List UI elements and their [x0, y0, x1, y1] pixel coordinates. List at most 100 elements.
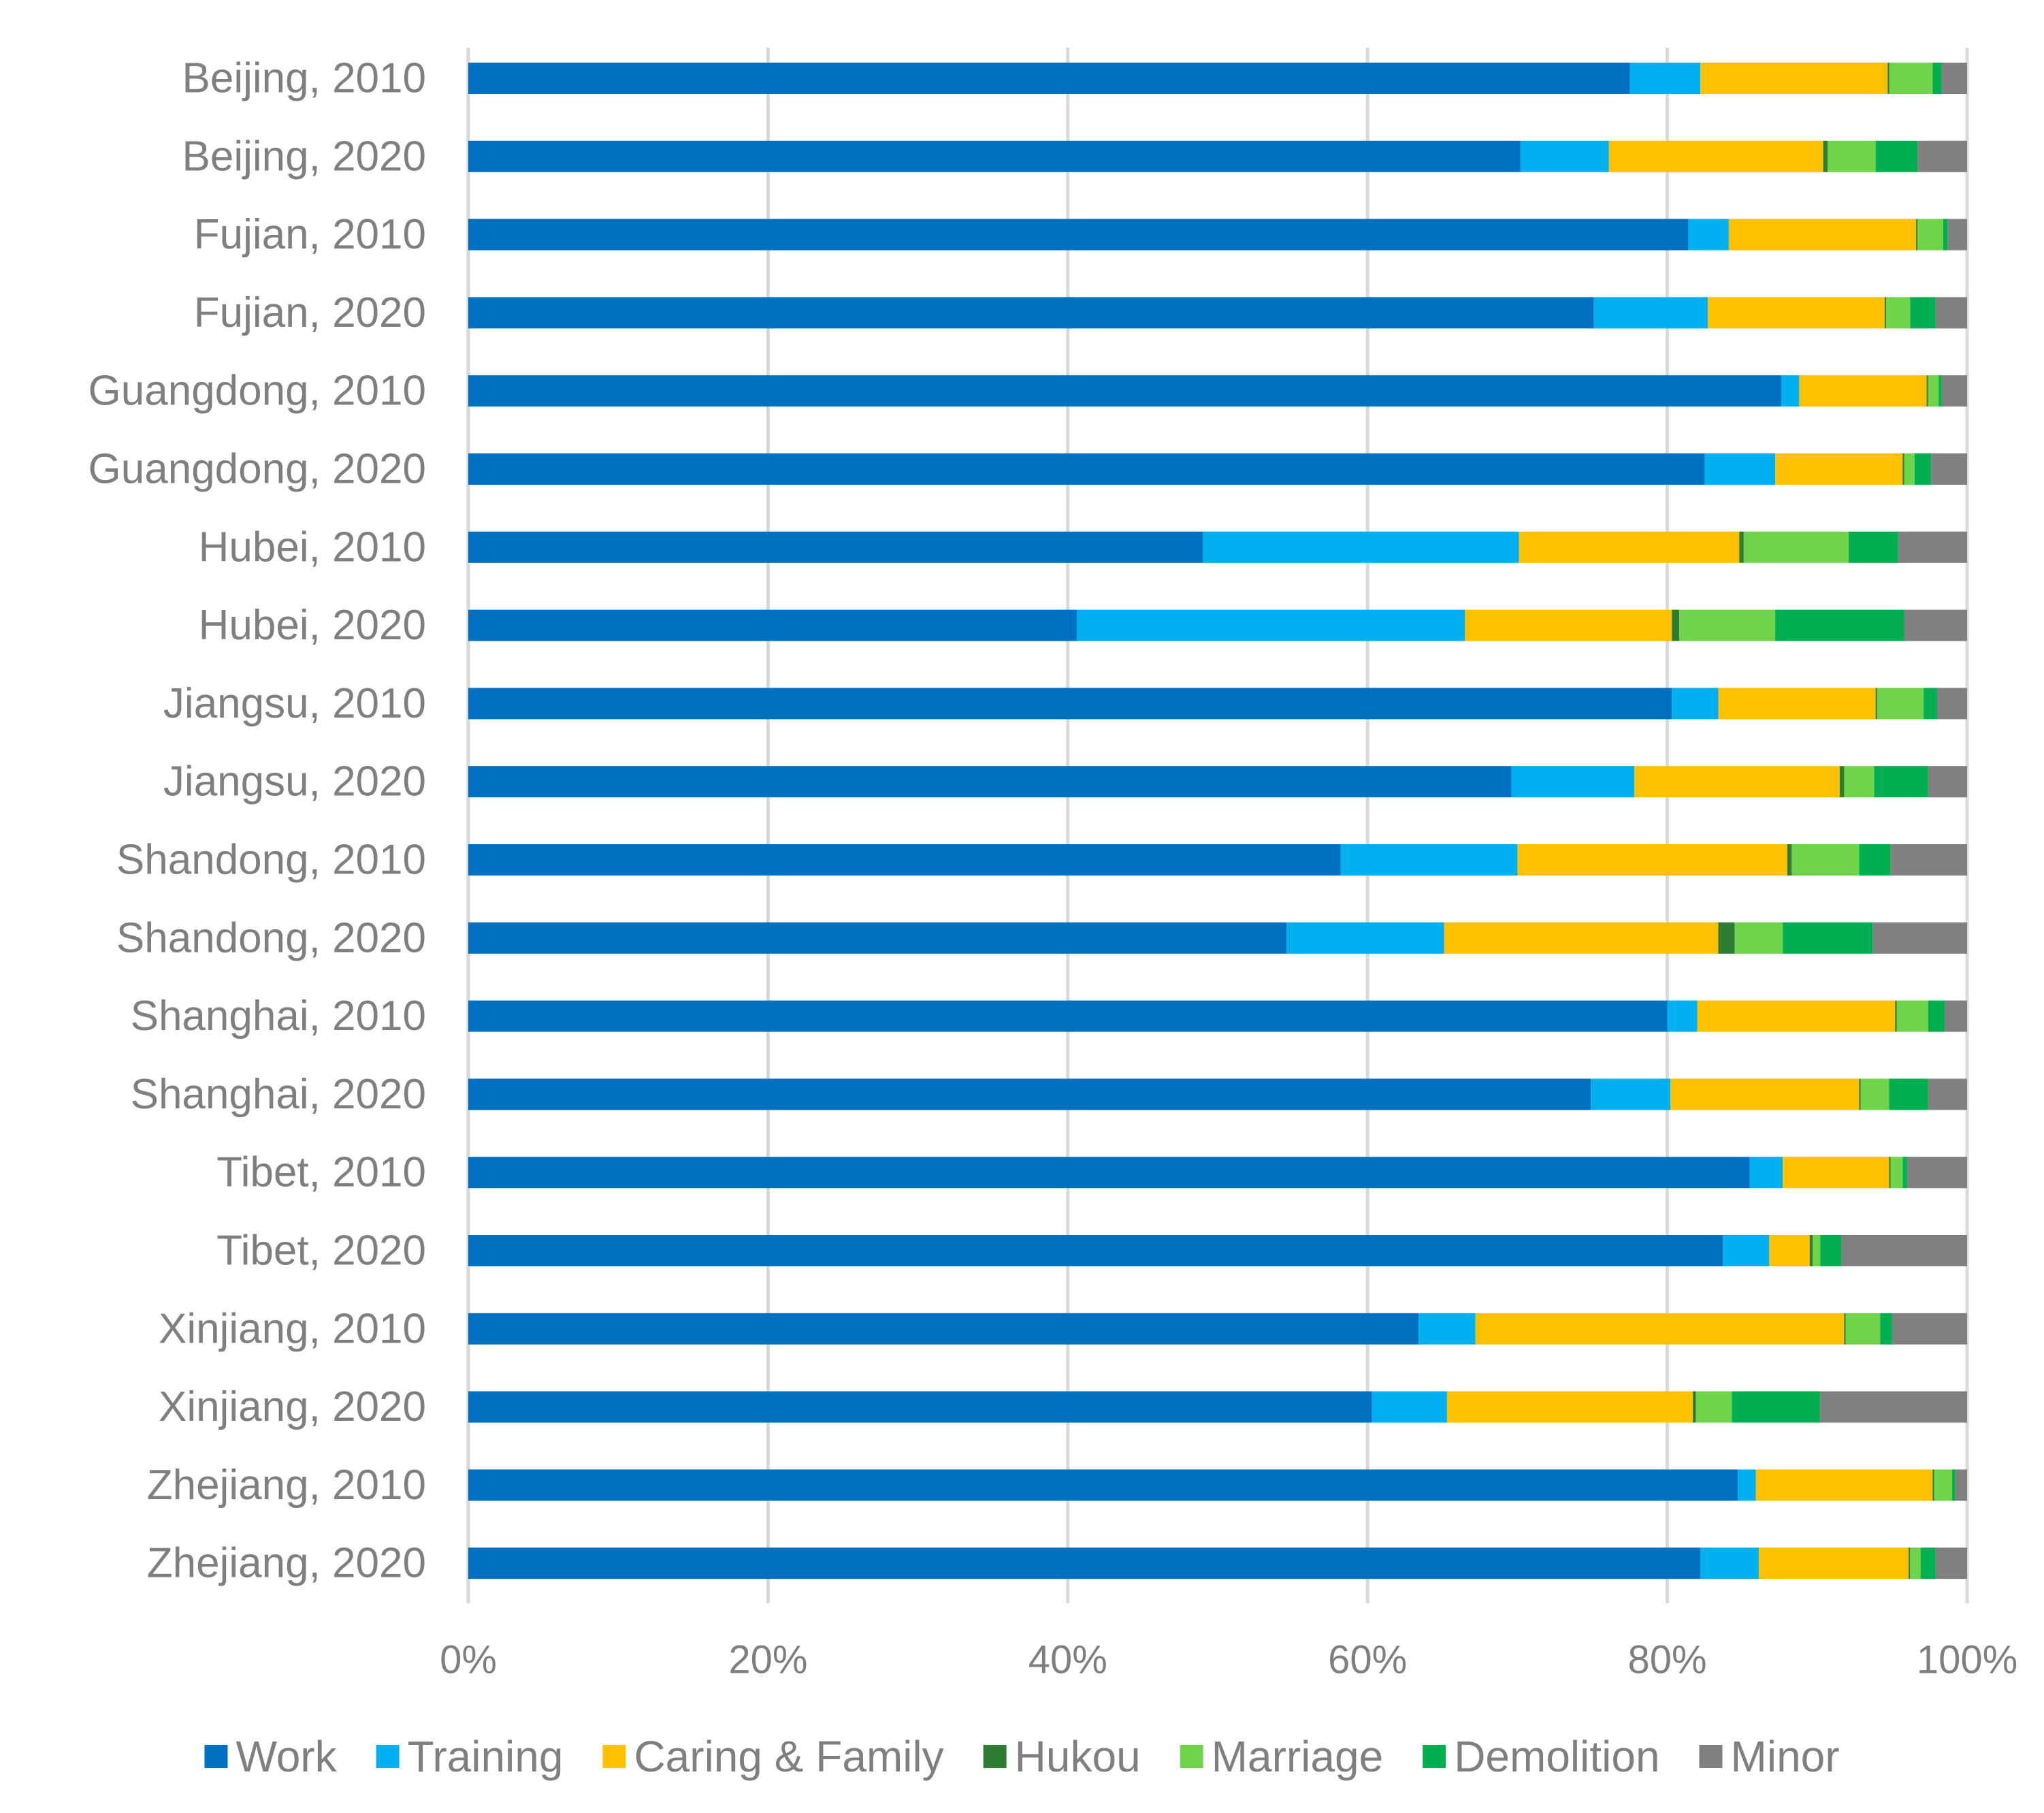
- bar-segment: [1700, 1547, 1759, 1579]
- grid-layer: [466, 48, 1969, 1603]
- bar-segment: [468, 609, 1077, 641]
- bar-segment: [468, 375, 1781, 407]
- bar-segment: [1783, 922, 1873, 954]
- category-label: Shandong, 2020: [116, 914, 426, 961]
- bar-segment: [1935, 297, 1967, 329]
- bar-segment: [1813, 1235, 1821, 1266]
- bar-segment: [1444, 922, 1719, 954]
- bar-segment: [1679, 609, 1776, 641]
- category-label: Tibet, 2020: [216, 1228, 426, 1274]
- bar-segment: [1934, 1469, 1952, 1501]
- category-label: Zhejiang, 2020: [147, 1540, 426, 1587]
- bars-layer: [468, 63, 1967, 1579]
- bar-segment: [1859, 1078, 1861, 1110]
- legend-swatch: [204, 1745, 228, 1768]
- bar-row: [468, 1078, 1967, 1110]
- bar-segment: [1723, 1235, 1770, 1266]
- category-label: Shandong, 2010: [116, 837, 426, 884]
- bar-segment: [1931, 453, 1967, 485]
- bar-segment: [1936, 688, 1967, 720]
- bar-segment: [1875, 688, 1877, 720]
- bar-segment: [1909, 1547, 1911, 1579]
- bar-segment: [1898, 531, 1967, 563]
- bar-segment: [1791, 844, 1860, 876]
- bar-row: [468, 375, 1967, 407]
- bar-segment: [1875, 140, 1918, 172]
- category-label: Fujian, 2020: [194, 289, 426, 336]
- bar-row: [468, 1391, 1967, 1423]
- legend-item: Minor: [1699, 1732, 1840, 1781]
- bar-row: [468, 297, 1967, 329]
- bar-segment: [1904, 609, 1967, 641]
- bar-segment: [468, 1313, 1419, 1345]
- category-label: Beijing, 2010: [182, 55, 427, 102]
- legend-item: Demolition: [1423, 1732, 1660, 1781]
- legend-swatch: [1423, 1745, 1446, 1768]
- bar-segment: [1917, 219, 1943, 251]
- legend-swatch: [376, 1745, 400, 1768]
- bar-segment: [1749, 1157, 1783, 1189]
- bar-row: [468, 140, 1967, 172]
- bar-segment: [1340, 844, 1518, 876]
- bar-segment: [1372, 1391, 1447, 1423]
- bar-segment: [1697, 1000, 1896, 1032]
- bar-segment: [1608, 140, 1823, 172]
- category-label: Hubei, 2010: [199, 524, 426, 571]
- bar-segment: [1517, 844, 1787, 876]
- legend-swatch: [1180, 1745, 1203, 1768]
- legend-swatch: [1699, 1745, 1723, 1768]
- bar-segment: [1860, 1078, 1889, 1110]
- bar-segment: [1693, 1391, 1696, 1423]
- bar-segment: [468, 766, 1512, 798]
- category-label: Shanghai, 2020: [131, 1071, 426, 1118]
- bar-segment: [1890, 1157, 1903, 1189]
- legend-label: Marriage: [1212, 1732, 1384, 1781]
- category-label: Guangdong, 2010: [88, 368, 426, 415]
- bar-segment: [1820, 1391, 1967, 1423]
- legend-item: Work: [204, 1732, 338, 1781]
- bar-row: [468, 688, 1967, 720]
- bar-segment: [1743, 531, 1849, 563]
- bar-segment: [1932, 63, 1942, 94]
- bar-segment: [468, 922, 1287, 954]
- bar-row: [468, 63, 1967, 94]
- legend-label: Work: [236, 1732, 337, 1781]
- bar-segment: [1844, 766, 1875, 798]
- bar-segment: [468, 844, 1341, 876]
- legend-label: Minor: [1731, 1732, 1840, 1781]
- bar-row: [468, 219, 1967, 251]
- bar-segment: [1202, 531, 1519, 563]
- bar-segment: [1591, 1078, 1671, 1110]
- bar-segment: [468, 297, 1594, 329]
- bar-segment: [1904, 453, 1915, 485]
- bar-row: [468, 1000, 1967, 1032]
- bar-row: [468, 1547, 1967, 1579]
- x-tick-label: 60%: [1328, 1638, 1407, 1682]
- bar-segment: [468, 1547, 1701, 1579]
- category-label: Tibet, 2010: [216, 1149, 426, 1196]
- bar-segment: [1629, 63, 1701, 94]
- bar-row: [468, 1235, 1967, 1266]
- bar-segment: [1718, 922, 1735, 954]
- bar-segment: [1446, 1391, 1693, 1423]
- bar-segment: [1519, 531, 1740, 563]
- bar-segment: [1902, 453, 1904, 485]
- bar-segment: [1880, 1313, 1892, 1345]
- bar-segment: [468, 531, 1203, 563]
- bar-segment: [1928, 375, 1939, 407]
- bar-segment: [468, 1469, 1738, 1501]
- bar-row: [468, 1313, 1967, 1345]
- bar-segment: [1924, 688, 1937, 720]
- bar-segment: [1944, 1000, 1967, 1032]
- bar-segment: [1872, 922, 1967, 954]
- category-label: Zhejiang, 2010: [147, 1462, 426, 1509]
- bar-segment: [1755, 1469, 1933, 1501]
- category-label: Jiangsu, 2010: [163, 680, 426, 727]
- bar-segment: [1783, 1157, 1889, 1189]
- bar-segment: [1902, 1157, 1907, 1189]
- bar-segment: [1775, 453, 1903, 485]
- bar-segment: [1465, 609, 1672, 641]
- bar-segment: [1758, 1547, 1909, 1579]
- bar-segment: [1781, 375, 1800, 407]
